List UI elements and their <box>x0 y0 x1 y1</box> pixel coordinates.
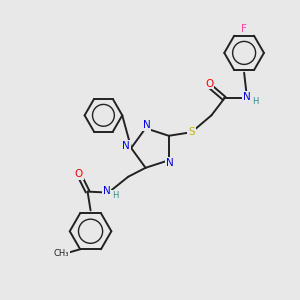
Text: H: H <box>112 191 119 200</box>
Text: CH₃: CH₃ <box>54 249 69 258</box>
Text: O: O <box>205 79 214 88</box>
Text: F: F <box>241 24 247 34</box>
Text: N: N <box>122 141 130 151</box>
Text: N: N <box>143 120 150 130</box>
Text: H: H <box>252 97 258 106</box>
Text: O: O <box>74 169 83 179</box>
Text: S: S <box>188 127 195 137</box>
Text: N: N <box>166 158 174 168</box>
Text: N: N <box>243 92 251 101</box>
Text: N: N <box>103 186 110 196</box>
